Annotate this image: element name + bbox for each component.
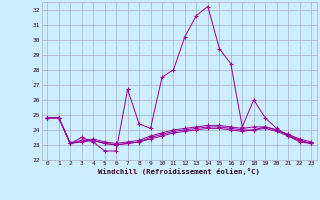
X-axis label: Windchill (Refroidissement éolien,°C): Windchill (Refroidissement éolien,°C) — [98, 168, 260, 175]
